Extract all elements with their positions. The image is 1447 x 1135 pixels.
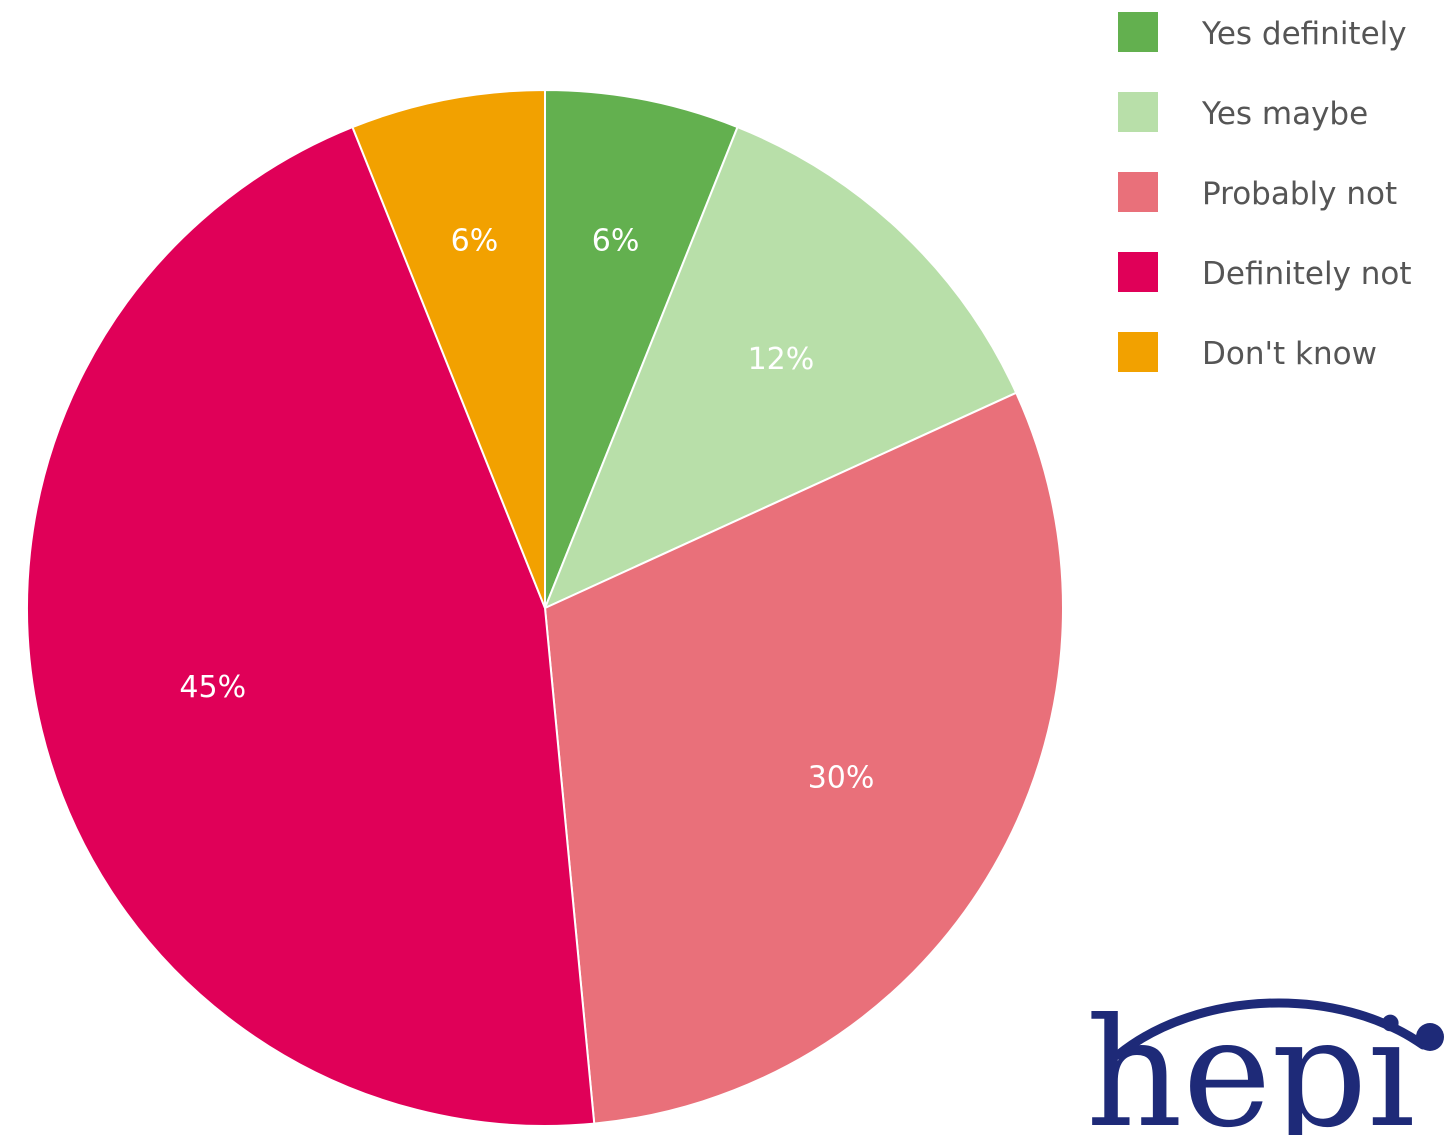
legend-item-definitely-not: Definitely not — [1118, 250, 1438, 330]
pie-data-label: 12% — [748, 342, 815, 377]
pie-data-label: 6% — [592, 223, 640, 258]
legend-label: Yes maybe — [1202, 96, 1369, 132]
legend-label: Definitely not — [1202, 256, 1412, 292]
pie-data-labels: 6% 12% 30% 45% 6% — [179, 223, 874, 795]
legend-label: Yes definitely — [1202, 16, 1407, 52]
logo-wordmark: hepi — [1086, 987, 1415, 1135]
legend-swatch — [1118, 252, 1158, 292]
legend-label: Probably not — [1202, 176, 1398, 212]
legend-item-dont-know: Don't know — [1118, 330, 1438, 410]
pie-slice-yes-definitely — [544, 88, 739, 609]
pie-slice-probably-not — [543, 391, 1064, 1125]
hepi-logo: hepi — [1086, 987, 1444, 1135]
pie-slice-yes-maybe — [543, 125, 1018, 610]
legend-swatch — [1118, 92, 1158, 132]
chart-legend: Yes definitely Yes maybe Probably not De… — [1118, 10, 1438, 410]
legend-item-yes-definitely: Yes definitely — [1118, 10, 1438, 90]
legend-item-probably-not: Probably not — [1118, 170, 1438, 250]
legend-swatch — [1118, 12, 1158, 52]
pie-slice-don-t-know — [351, 88, 546, 609]
pie-data-label: 30% — [808, 760, 875, 795]
pie-data-label: 6% — [451, 223, 499, 258]
legend-swatch — [1118, 172, 1158, 212]
legend-swatch — [1118, 332, 1158, 372]
pie-slices — [26, 88, 1064, 1127]
legend-label: Don't know — [1202, 336, 1377, 372]
pie-data-label: 45% — [179, 670, 246, 705]
legend-item-yes-maybe: Yes maybe — [1118, 90, 1438, 170]
